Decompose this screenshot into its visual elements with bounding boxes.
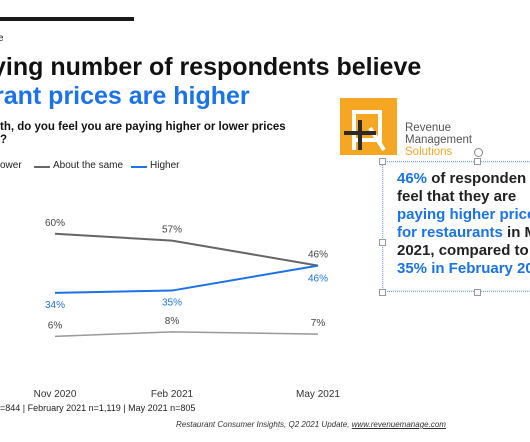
survey-question: th, do you feel you are paying higher or… xyxy=(0,121,286,147)
series-line-2 xyxy=(54,331,319,338)
eyebrow-text: e xyxy=(0,33,4,44)
survey-question-line1: th, do you feel you are paying higher or… xyxy=(0,121,286,133)
x-tick-label: Nov 2020 xyxy=(34,389,77,400)
rms-logo-icon xyxy=(340,98,397,155)
logo-line-management: Management xyxy=(405,134,473,146)
data-label: 46% xyxy=(308,250,328,261)
resize-handle-tc[interactable] xyxy=(474,158,481,165)
legend-same-swatch xyxy=(34,166,50,168)
callout-text-5: in M xyxy=(507,224,530,241)
legend-higher-label: Higher xyxy=(150,160,180,171)
slide-title-line2: rant prices are higher xyxy=(0,82,250,110)
header-rule xyxy=(0,17,134,21)
callout-text-2: feel that they are xyxy=(397,188,517,205)
legend-same-label: About the same xyxy=(53,160,124,171)
callout-textbox[interactable]: 46% of responden feel that they are payi… xyxy=(382,161,530,292)
data-label: 8% xyxy=(165,316,180,327)
resize-handle-bc[interactable] xyxy=(474,289,481,296)
callout-text-7: 35% in February 20 xyxy=(397,260,530,277)
rotate-handle-icon[interactable] xyxy=(474,148,483,157)
data-label: 35% xyxy=(162,298,182,309)
rms-logo-wordmark: Revenue Management Solutions xyxy=(405,122,472,158)
survey-question-line2: ? xyxy=(0,134,8,146)
slide-title-line1: ying number of respondents believe xyxy=(0,53,422,81)
resize-handle-tl[interactable] xyxy=(379,158,386,165)
series-line-1 xyxy=(54,264,319,294)
source-link[interactable]: www.revenuemanage.com xyxy=(351,420,446,429)
callout-text-1: of responden xyxy=(427,170,527,187)
resize-handle-bl[interactable] xyxy=(379,289,386,296)
source-citation: Restaurant Consumer Insights, Q2 2021 Up… xyxy=(176,420,446,429)
resize-handle-ml[interactable] xyxy=(379,239,386,246)
source-prefix: Restaurant Consumer Insights, Q2 2021 Up… xyxy=(176,420,352,429)
callout-text-6: 2021, compared to xyxy=(397,242,529,259)
series-line-0 xyxy=(54,232,319,267)
x-tick-label: May 2021 xyxy=(296,389,340,400)
logo-line-solutions: Solutions xyxy=(405,146,453,158)
logo-line-revenue: Revenue xyxy=(405,122,452,134)
callout-text-3: paying higher price xyxy=(397,206,530,223)
callout-stat-46: 46% xyxy=(397,170,428,187)
x-tick-label: Feb 2021 xyxy=(151,389,194,400)
data-label: 7% xyxy=(311,318,326,329)
data-label: 46% xyxy=(308,274,328,285)
data-label: 60% xyxy=(45,218,65,229)
data-label: 57% xyxy=(162,225,182,236)
data-label: 34% xyxy=(45,300,65,311)
data-label: 6% xyxy=(48,320,63,331)
legend-lower-label: ower xyxy=(0,160,22,171)
sample-size-footnote: =844 | February 2021 n=1,119 | May 2021 … xyxy=(0,403,196,413)
line-chart: 60% 57% 46% 34% 35% 46% 6% 8% 7% Nov 2020 Feb 2021… xyxy=(34,218,341,400)
callout-text-4: for restaurants xyxy=(397,224,503,241)
legend-higher-swatch xyxy=(131,166,147,168)
